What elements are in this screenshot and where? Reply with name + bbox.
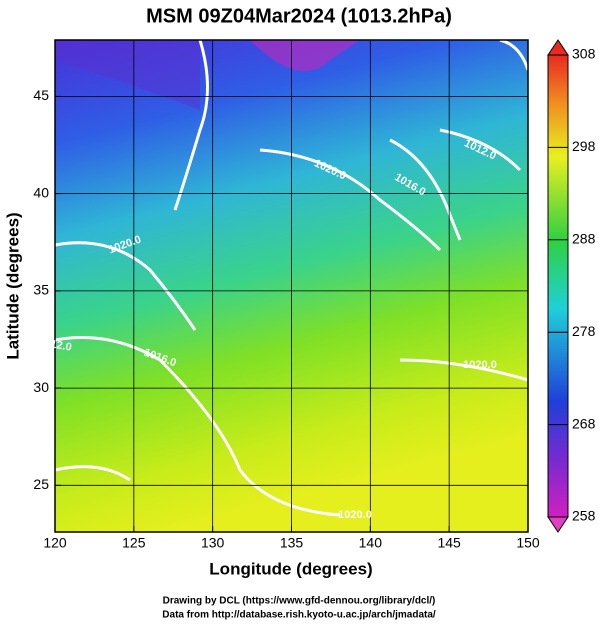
contour-label: 1012.0	[37, 336, 72, 354]
y-tick-label: 25	[33, 476, 49, 492]
contour-label: 1020.0	[463, 359, 497, 371]
footer: Drawing by DCL (https://www.gfd-dennou.o…	[163, 596, 436, 607]
colorbar	[547, 54, 569, 518]
colorbar-min-arrow	[547, 516, 569, 533]
isobars	[55, 40, 528, 517]
y-axis-label: Latitude (degrees)	[3, 212, 22, 359]
contour-label: 1020.0	[338, 509, 372, 521]
y-tick-label: 35	[33, 282, 49, 298]
y-tick-label: 40	[33, 184, 49, 200]
x-tick-label: 145	[437, 535, 461, 551]
colorbar-tick-label: 268	[572, 415, 596, 431]
x-tick-label: 130	[201, 535, 225, 551]
colorbar-tick-label: 288	[572, 231, 596, 247]
x-axis-label: Longitude (degrees)	[209, 559, 372, 578]
x-tick-label: 140	[359, 535, 383, 551]
x-tick-label: 120	[43, 535, 67, 551]
x-tick-label: 135	[280, 535, 304, 551]
chart-title: MSM 09Z04Mar2024 (1013.2hPa)	[146, 5, 452, 27]
footer: Data from http://database.rish.kyoto-u.a…	[162, 610, 436, 621]
colorbar-tick-label: 298	[572, 138, 596, 154]
y-tick-label: 45	[33, 87, 49, 103]
y-tick-label: 30	[33, 379, 49, 395]
colorbar-max-arrow	[547, 39, 569, 56]
cold-region	[250, 40, 360, 72]
x-tick-label: 125	[122, 535, 146, 551]
colorbar-tick-label: 278	[572, 323, 596, 339]
colorbar-tick-label: 258	[572, 508, 596, 524]
x-tick-label: 150	[516, 535, 540, 551]
cold-region	[55, 40, 200, 110]
colorbar-tick-label: 308	[572, 46, 596, 62]
